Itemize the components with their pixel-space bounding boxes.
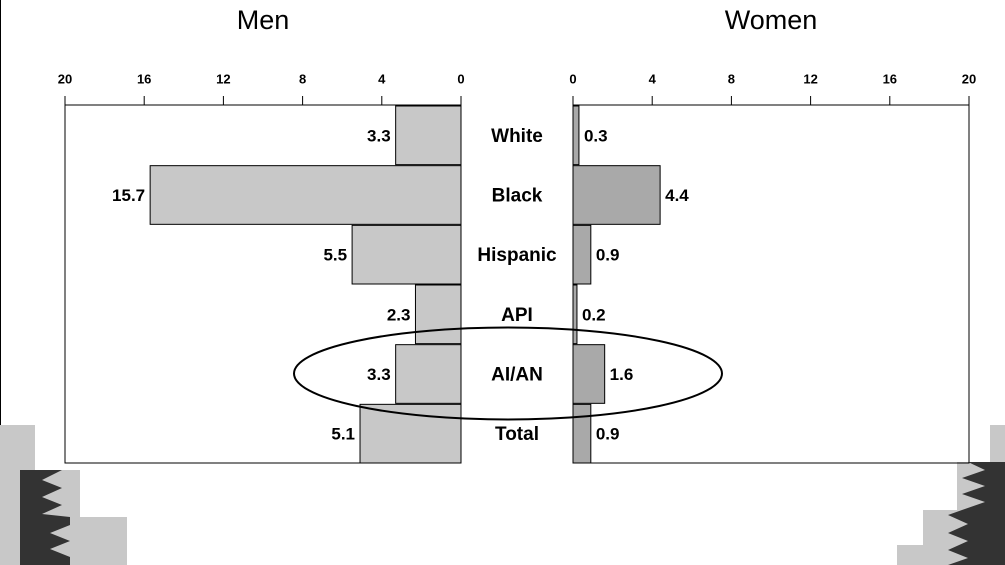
bar	[572, 284, 578, 345]
value-label: 3.3	[367, 365, 391, 384]
bar	[149, 165, 462, 225]
highlight-ellipse	[293, 326, 723, 421]
category-label: White	[491, 126, 543, 147]
value-label: 5.5	[323, 246, 347, 265]
value-label: 4.4	[665, 186, 689, 205]
bar	[395, 105, 462, 166]
bar	[572, 224, 592, 285]
panel-title: Women	[725, 5, 818, 35]
decoration	[0, 425, 127, 565]
x-tick-label: 12	[803, 71, 817, 86]
x-tick-label: 16	[137, 71, 151, 86]
value-label: 2.3	[387, 305, 411, 324]
bar	[351, 224, 462, 285]
bar	[414, 284, 462, 345]
plot-frame	[572, 104, 970, 464]
bar	[359, 403, 462, 464]
x-tick-label: 20	[58, 71, 72, 86]
value-label: 0.9	[596, 425, 620, 444]
value-label: 1.6	[610, 365, 634, 384]
value-label: 0.3	[584, 126, 608, 145]
value-label: 0.2	[582, 305, 606, 324]
category-label: Hispanic	[477, 245, 557, 266]
x-tick-label: 16	[883, 71, 897, 86]
bar	[572, 403, 592, 464]
decoration	[20, 470, 70, 565]
value-label: 0.9	[596, 246, 620, 265]
x-tick-label: 4	[378, 71, 386, 86]
bar	[572, 105, 580, 166]
category-label: AI/AN	[491, 365, 543, 386]
x-tick-label: 0	[457, 71, 464, 86]
bar	[572, 165, 661, 225]
bar	[395, 344, 462, 404]
category-label: Total	[495, 424, 539, 445]
panel-title: Men	[237, 5, 290, 35]
bar	[572, 344, 606, 404]
category-label: Black	[492, 186, 543, 207]
decoration	[948, 462, 1005, 565]
category-label: API	[501, 305, 533, 326]
x-tick-label: 0	[569, 71, 576, 86]
x-tick-label: 8	[728, 71, 735, 86]
plot-frame	[64, 104, 462, 464]
value-label: 15.7	[112, 186, 145, 205]
value-label: 5.1	[331, 425, 355, 444]
value-label: 3.3	[367, 126, 391, 145]
x-tick-label: 12	[216, 71, 230, 86]
x-tick-label: 4	[649, 71, 657, 86]
x-tick-label: 8	[299, 71, 306, 86]
x-tick-label: 20	[962, 71, 976, 86]
